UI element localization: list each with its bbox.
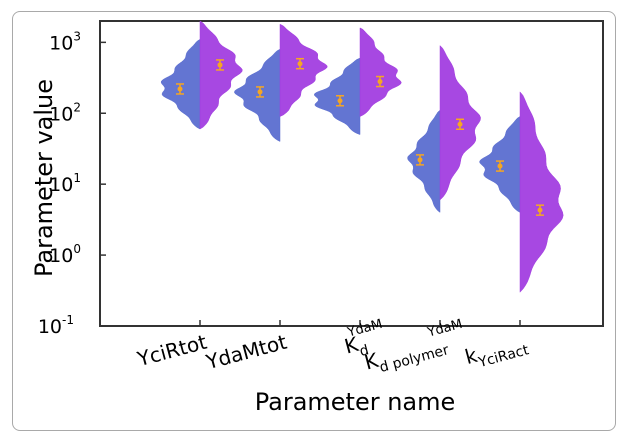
median-marker — [176, 83, 184, 95]
violin-half-right — [519, 91, 564, 293]
y-tick-base: 10 — [49, 245, 73, 267]
median-marker — [536, 204, 544, 216]
x-tick-subscript: YciRact — [476, 342, 531, 371]
y-tick-label: 10-1 — [38, 313, 74, 338]
violin-half-right — [279, 23, 328, 117]
violin-half-left — [407, 109, 441, 213]
y-tick-exponent: 1 — [73, 171, 81, 185]
median-markers-layer — [176, 57, 544, 216]
median-marker — [456, 118, 464, 130]
median-marker — [416, 154, 424, 166]
median-marker — [216, 59, 224, 71]
median-marker — [336, 95, 344, 107]
y-tick-exponent: 2 — [73, 100, 81, 114]
median-marker — [256, 86, 264, 98]
y-tick-exponent: 3 — [73, 29, 81, 43]
violin-half-right — [199, 20, 243, 130]
y-axis-label: Parameter value — [30, 79, 58, 277]
median-marker — [496, 160, 504, 172]
y-tick-base: 10 — [49, 174, 73, 196]
x-tick-main: YdaMtot — [203, 330, 290, 375]
y-tick-base: 10 — [49, 103, 73, 125]
y-tick-exponent: -1 — [62, 313, 74, 327]
x-tick-main: YciRtot — [134, 330, 210, 372]
median-marker — [376, 75, 384, 88]
violin-half-left — [234, 48, 281, 142]
y-tick-label: 102 — [49, 100, 81, 125]
x-tick-label: kYciRact — [462, 330, 531, 374]
y-tick-base: 10 — [38, 316, 62, 338]
x-tick-label: YdaMtot — [203, 330, 290, 375]
x-tick-subscript: d — [358, 342, 371, 360]
median-marker — [296, 57, 304, 70]
y-tick-label: 103 — [49, 29, 81, 54]
y-tick-base: 10 — [49, 32, 73, 54]
x-axis-label: Parameter name — [255, 388, 456, 416]
y-tick-label: 100 — [49, 242, 81, 267]
y-tick-label: 101 — [49, 171, 81, 196]
y-tick-exponent: 0 — [73, 242, 81, 256]
x-tick-label: YciRtot — [134, 330, 210, 372]
x-tick-subscript: d polymer — [378, 342, 451, 376]
violin-half-right — [359, 27, 402, 117]
